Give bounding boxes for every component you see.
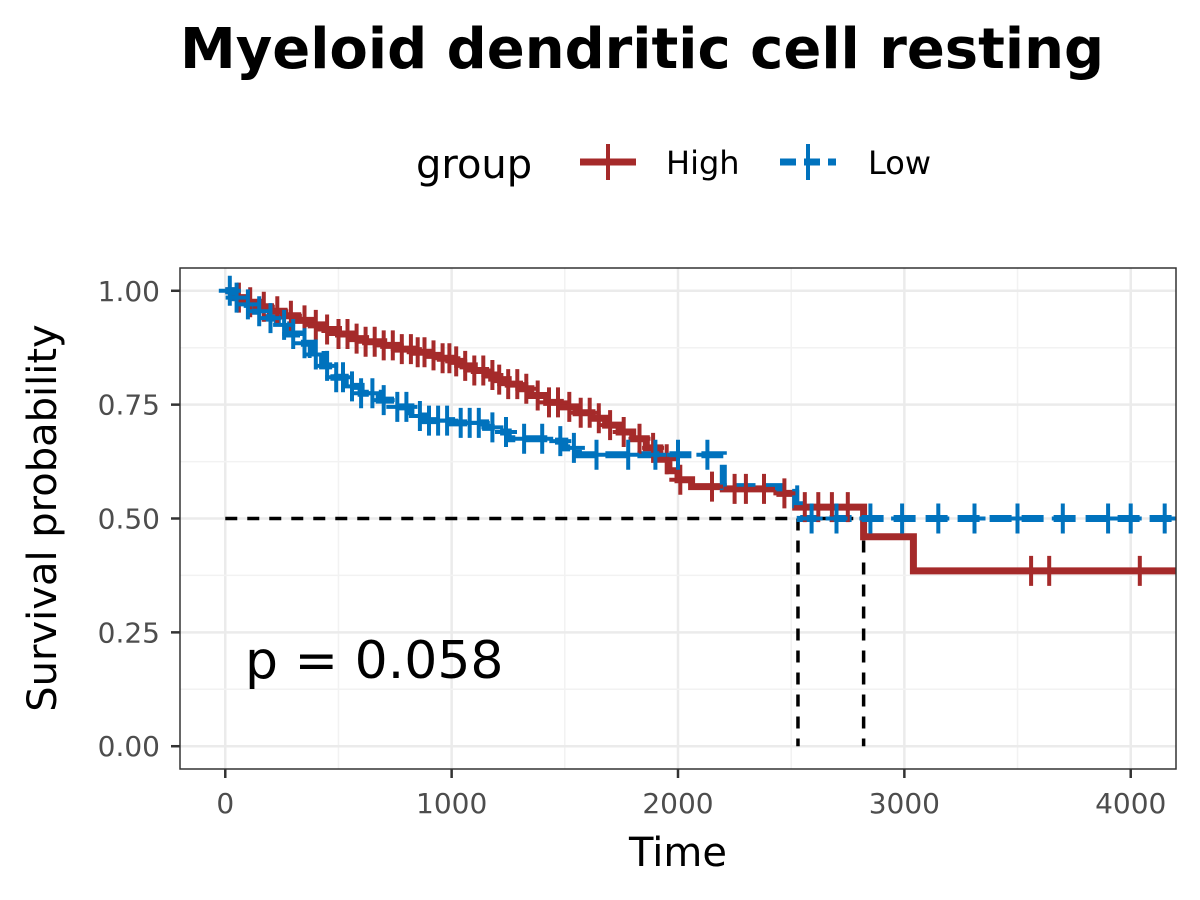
censor-mark-low xyxy=(667,439,689,470)
censor-mark-high xyxy=(642,432,665,463)
y-axis-title: Survival probability xyxy=(20,324,66,711)
censor-mark-high xyxy=(526,380,549,411)
censor-mark-low xyxy=(293,328,316,359)
legend-key-low xyxy=(780,144,836,180)
censor-mark-low xyxy=(481,412,504,443)
x-tick-label: 2000 xyxy=(642,787,713,820)
legend-title: group xyxy=(416,142,532,188)
censor-mark-high xyxy=(515,373,538,404)
censor-mark-high xyxy=(304,309,327,340)
censor-mark-low xyxy=(825,503,848,534)
censor-mark-low xyxy=(585,439,608,470)
y-tick-label: 1.00 xyxy=(98,275,160,308)
legend-label-high: High xyxy=(666,144,740,182)
censor-mark-high xyxy=(599,410,622,441)
censor-mark-low xyxy=(282,319,305,349)
y-tick-label: 0.00 xyxy=(98,730,160,763)
censor-mark-high xyxy=(628,423,651,454)
median-lines xyxy=(225,516,866,747)
y-axis: 0.00 0.25 0.50 0.75 1.00 xyxy=(98,275,180,763)
censor-mark-low xyxy=(859,503,882,534)
censor-mark-low xyxy=(644,439,667,470)
censor-mark-low xyxy=(467,407,490,438)
censor-mark-low xyxy=(1097,503,1120,534)
censor-mark-low xyxy=(436,405,459,436)
censor-mark-low xyxy=(225,282,248,313)
series-lines xyxy=(225,287,1176,575)
x-axis: 0 1000 2000 3000 4000 xyxy=(216,769,1166,820)
censor-mark-low xyxy=(562,432,585,463)
censor-mark-low xyxy=(372,385,395,416)
x-tick-label: 0 xyxy=(216,787,234,820)
censor-mark-low xyxy=(1051,503,1074,534)
censor-mark-high xyxy=(669,464,692,495)
p-value-annotation: p = 0.058 xyxy=(245,631,504,691)
censor-mark-low xyxy=(800,503,823,534)
y-tick-label: 0.50 xyxy=(98,503,160,536)
censor-mark-low xyxy=(395,391,418,422)
censor-mark-high xyxy=(558,391,581,422)
censor-mark-high xyxy=(1128,555,1151,586)
censor-mark-high xyxy=(655,444,678,475)
censor-mark-low xyxy=(248,296,271,327)
x-axis-title: Time xyxy=(628,830,727,876)
legend: group High Low xyxy=(416,142,931,188)
censor-mark-low xyxy=(236,289,259,320)
censor-mark-low xyxy=(617,439,640,470)
censor-mark-low xyxy=(495,417,517,447)
censor-mark-low xyxy=(531,423,554,454)
censor-mark-high xyxy=(587,403,610,434)
censor-mark-high xyxy=(316,314,339,345)
censor-mark-low xyxy=(1119,503,1142,534)
censor-mark-high xyxy=(753,473,775,504)
censor-mark-high xyxy=(773,478,796,509)
censor-mark-high xyxy=(612,417,635,447)
censor-mark-low xyxy=(549,426,572,457)
censor-mark-high xyxy=(836,492,859,523)
x-tick-label: 3000 xyxy=(869,787,940,820)
censor-marks xyxy=(218,275,1176,586)
series-line-high xyxy=(225,287,1176,575)
y-tick-label: 0.75 xyxy=(98,389,160,422)
censor-mark-low xyxy=(361,378,384,409)
censor-mark-low xyxy=(891,503,914,534)
censor-mark-high xyxy=(547,387,569,418)
censor-mark-low xyxy=(927,503,950,534)
censor-mark-high xyxy=(701,471,723,502)
censor-mark-low xyxy=(963,503,986,534)
censor-mark-low xyxy=(1006,503,1029,534)
censor-mark-low xyxy=(1153,503,1176,534)
censor-mark-low xyxy=(259,303,282,334)
chart-title: Myeloid dendritic cell resting xyxy=(180,17,1104,82)
y-tick-label: 0.25 xyxy=(98,616,160,649)
x-tick-label: 4000 xyxy=(1095,787,1166,820)
censor-mark-high xyxy=(1038,555,1061,586)
censor-mark-low xyxy=(696,439,719,470)
censor-mark-low xyxy=(304,339,327,370)
x-tick-label: 1000 xyxy=(416,787,487,820)
legend-label-low: Low xyxy=(868,144,931,182)
legend-key-high xyxy=(580,144,636,180)
